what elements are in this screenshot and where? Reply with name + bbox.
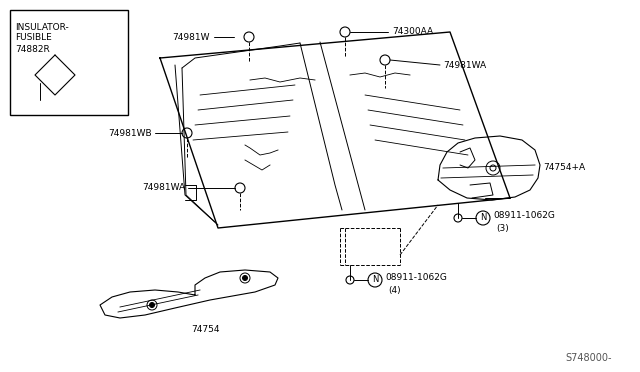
Text: 74981WA: 74981WA	[142, 183, 185, 192]
Text: 74981WA: 74981WA	[443, 61, 486, 70]
Text: (3): (3)	[496, 224, 509, 232]
Text: 74981W: 74981W	[173, 32, 210, 42]
Text: 08911-1062G: 08911-1062G	[385, 273, 447, 282]
Text: 74981WB: 74981WB	[108, 128, 152, 138]
Text: 74754: 74754	[191, 325, 220, 334]
Text: S748000-: S748000-	[565, 353, 611, 363]
Text: INSULATOR-: INSULATOR-	[15, 23, 68, 32]
Text: (4): (4)	[388, 285, 401, 295]
Circle shape	[243, 276, 248, 280]
Text: N: N	[480, 214, 486, 222]
Text: N: N	[372, 276, 378, 285]
Bar	[10, 10, 128, 115]
Text: 08911-1062G: 08911-1062G	[493, 212, 555, 221]
Text: 74300AA: 74300AA	[392, 28, 433, 36]
Text: 74882R: 74882R	[15, 45, 50, 54]
Text: FUSIBLE: FUSIBLE	[15, 33, 52, 42]
Circle shape	[150, 302, 154, 308]
Text: 74754+A: 74754+A	[543, 164, 585, 173]
